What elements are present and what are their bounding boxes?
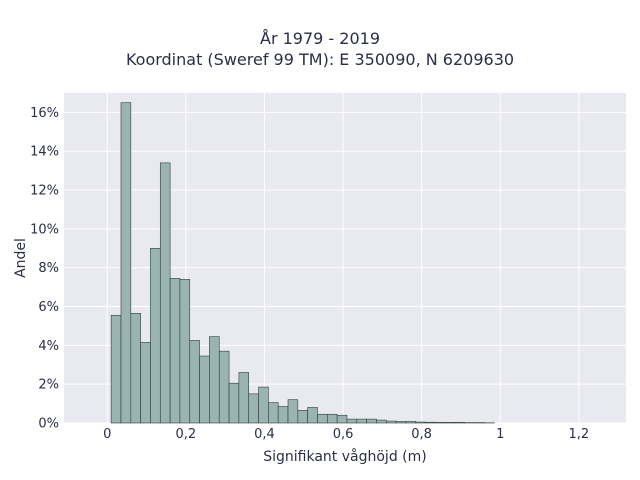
histogram-bar [248,393,259,424]
histogram-bar [327,413,338,424]
x-tick-label: 0,2 [175,427,196,442]
histogram-bar [179,279,191,424]
histogram-bar [140,342,151,424]
histogram-bar [307,407,318,424]
x-tick-label: 0,8 [411,427,432,442]
histogram-bar [385,420,397,424]
y-tick-label: 12% [30,184,59,199]
histogram-bar [415,421,426,424]
y-tick-label: 6% [38,300,59,315]
y-tick-label: 0% [38,417,59,432]
histogram-bar [209,336,220,424]
histogram-bar [189,340,200,424]
y-axis-label: Andel [13,238,29,278]
histogram-bar [169,278,181,424]
histogram-bar [228,382,240,424]
x-axis-ticks: 0 0,2 0,4 0,6 0,8 1 1,2 [103,427,589,442]
y-tick-label: 2% [38,378,59,393]
x-tick-label: 1 [496,427,504,442]
histogram-bar [435,422,446,424]
histogram-bar [444,422,456,424]
histogram-bar [277,406,289,424]
histogram-bar [199,355,210,424]
y-axis-ticks: 0% 2% 4% 6% 8% 10% 12% 14% 16% [30,106,59,432]
histogram-bar [405,421,417,424]
y-tick-label: 14% [30,145,59,160]
histogram-bar [268,402,279,424]
histogram-bar [159,162,171,424]
y-tick-label: 10% [30,222,59,237]
histogram-bar [454,422,466,424]
x-tick-label: 0,4 [254,427,275,442]
histogram-bar [336,414,348,424]
histogram-bar [120,102,132,424]
y-tick-label: 4% [38,339,59,354]
histogram-bar [356,418,367,424]
y-tick-label: 8% [38,261,59,276]
histogram-bar [150,247,161,424]
histogram-bar [395,421,407,424]
bars [110,102,495,424]
histogram-bar [425,421,436,424]
histogram-bar [218,350,230,424]
x-tick-label: 0 [103,427,111,442]
x-tick-label: 1,2 [568,427,589,442]
histogram-bar [130,313,141,424]
x-tick-label: 0,6 [333,427,354,442]
chart-title-line-2: Koordinat (Sweref 99 TM): E 350090, N 62… [125,50,515,69]
histogram-bar [376,419,387,424]
chart-title-line-1: År 1979 - 2019 [260,29,380,48]
histogram-bar [238,372,250,424]
histogram-bar [317,413,328,424]
histogram-bar [258,386,269,424]
y-tick-label: 16% [30,106,59,121]
histogram-bar [110,314,122,424]
histogram-bar [346,418,358,424]
histogram-bar [297,410,308,424]
x-axis-label: Signifikant våghöjd (m) [263,448,426,465]
histogram-bar [287,399,299,424]
histogram-bar [366,418,377,424]
